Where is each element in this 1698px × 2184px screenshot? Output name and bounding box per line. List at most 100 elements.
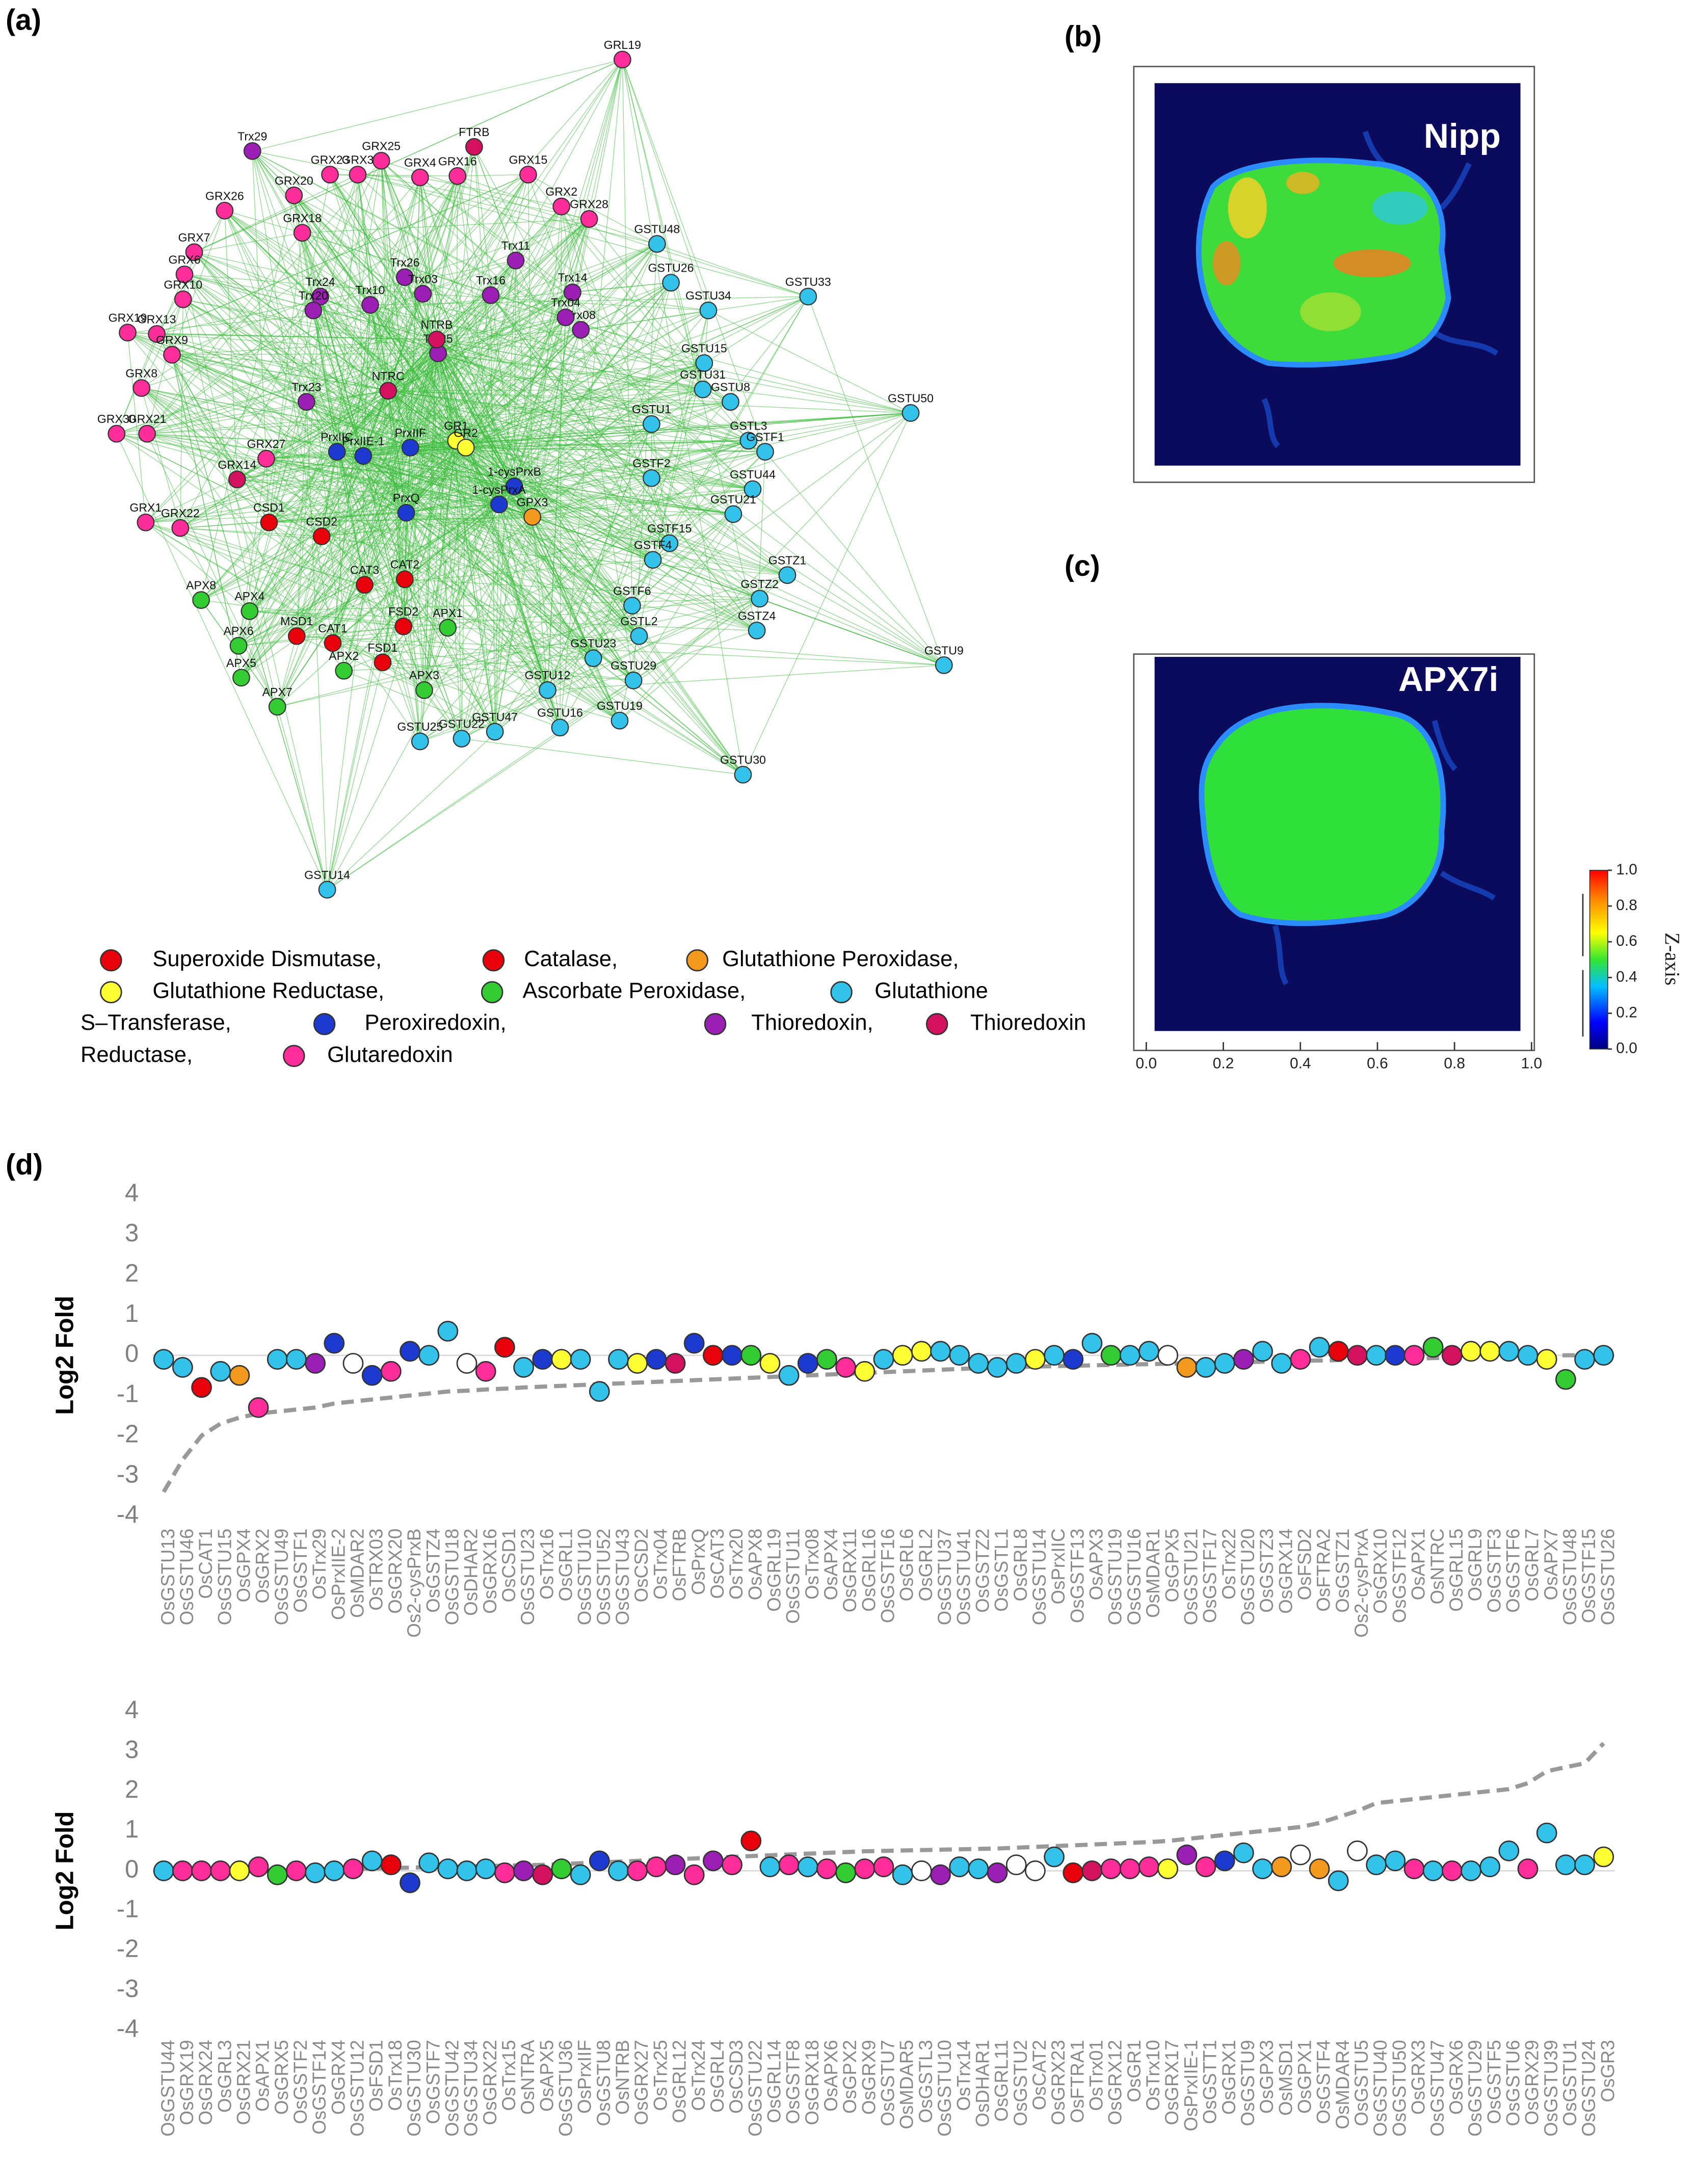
edge: [622, 59, 703, 390]
x-tick-label: OsNTRB: [612, 2040, 633, 2115]
point: [324, 1860, 345, 1881]
edge: [456, 440, 744, 775]
point: [778, 1854, 800, 1876]
node-label: APX6: [223, 624, 253, 637]
point: [702, 1345, 724, 1366]
edge: [381, 160, 808, 297]
edge: [404, 353, 439, 579]
edge: [171, 354, 297, 636]
edge: [145, 504, 499, 523]
edge: [410, 447, 561, 728]
edge: [619, 598, 760, 721]
point: [646, 1856, 667, 1877]
edge: [147, 161, 382, 434]
x-tick-label: OsGPX5: [1161, 1529, 1182, 1603]
x-tick-label: OsGRL15: [1446, 1529, 1467, 1612]
edge: [465, 296, 809, 448]
point: [513, 1860, 534, 1881]
panel-label: (a): [6, 4, 41, 37]
edge: [277, 706, 328, 890]
x-tick-label: OsGSTF3: [1483, 1529, 1504, 1613]
x-tick-label: OsGRX24: [195, 2040, 216, 2125]
point: [1044, 1345, 1065, 1366]
node: [722, 393, 739, 411]
colorbar-tick-label: 0.8: [1616, 897, 1637, 914]
point: [627, 1353, 648, 1374]
edge: [403, 626, 548, 690]
edge: [447, 260, 516, 628]
edge: [141, 388, 344, 671]
y-tick-label: -3: [117, 1460, 139, 1488]
x-tick-label: OsGSTF1: [290, 1529, 311, 1613]
x-tick-label: OsGSTU10: [934, 2040, 955, 2137]
node-label: GRX2: [545, 185, 577, 198]
network-edges: [116, 59, 944, 890]
x-tick-label: OsGSTU2: [1010, 2040, 1031, 2126]
edge: [302, 232, 652, 424]
point: [892, 1864, 913, 1885]
node-label: Trx16: [476, 274, 506, 287]
edge: [515, 260, 731, 403]
node-label: 1-cysPrxB: [488, 465, 541, 478]
edge: [490, 295, 757, 631]
x-tick-label: OsDHAR1: [972, 2040, 993, 2127]
edge: [238, 440, 457, 646]
node: [744, 480, 762, 498]
x-tick-label: OsGSTU1: [1559, 2040, 1580, 2126]
point: [987, 1862, 1008, 1883]
edge: [457, 175, 808, 297]
edge: [363, 456, 594, 659]
edge: [370, 296, 808, 305]
edge: [436, 339, 561, 728]
colorbar-tick-label: 0.0: [1616, 1040, 1637, 1057]
point: [1385, 1850, 1406, 1872]
x-tick-label: OsGPX1: [1294, 2040, 1315, 2114]
x-tick-label: OsGRX5: [271, 2040, 292, 2115]
x-tick-label: OsGRL16: [858, 1529, 879, 1612]
edge: [404, 513, 407, 579]
node-label: Trx14: [558, 271, 587, 284]
x-tick-label: OsGSTF4: [1313, 2040, 1334, 2124]
legend-label: Catalase,: [524, 947, 618, 971]
x-tick-label: OsAPX6: [820, 2040, 841, 2112]
node-label: CSD1: [253, 501, 285, 514]
x-tick-label: OsGSTU5: [1351, 2040, 1372, 2126]
edge: [438, 353, 561, 728]
point: [778, 1365, 800, 1386]
colorbar-title: Z-axis: [1661, 933, 1684, 986]
node: [482, 286, 500, 304]
node: [243, 142, 261, 160]
edge: [436, 339, 495, 732]
node-label: APX5: [226, 656, 256, 670]
x-tick-label: OsGSTZ2: [972, 1529, 993, 1613]
x-tick-label: OsGSTU13: [157, 1529, 178, 1626]
point: [683, 1864, 705, 1885]
node-label: 1-cysPrxA: [472, 483, 526, 496]
edge: [156, 333, 437, 340]
point: [1574, 1854, 1596, 1876]
edge: [363, 174, 529, 457]
point: [608, 1349, 629, 1370]
edge: [200, 195, 295, 600]
edge: [313, 310, 389, 391]
point: [683, 1333, 705, 1354]
x-tick-label: OsGRL7: [1522, 1529, 1543, 1602]
x-tick-label: OsCAT3: [707, 1529, 728, 1599]
x-tick-label: 0.4: [1290, 1055, 1311, 1072]
x-tick-label: OsGR1: [1124, 2040, 1145, 2102]
legend-marker: [482, 949, 505, 972]
edge: [461, 517, 533, 739]
node-label: GSTU44: [730, 468, 776, 481]
node-label: GRX1: [129, 501, 162, 514]
point: [361, 1365, 383, 1386]
node: [379, 382, 397, 400]
node-label: Trx04: [551, 296, 580, 309]
node: [324, 634, 342, 652]
node: [623, 597, 641, 615]
node-label: Trx03: [408, 272, 438, 285]
edge: [406, 486, 515, 513]
point: [305, 1353, 326, 1374]
edge: [269, 456, 364, 523]
node-label: Trx11: [501, 239, 530, 252]
node: [694, 380, 712, 398]
